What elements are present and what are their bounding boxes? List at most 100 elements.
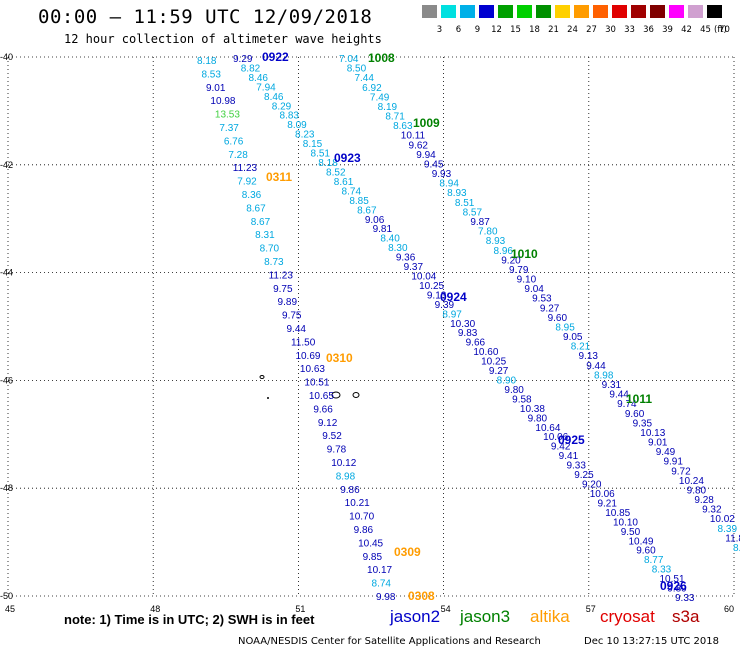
wave-height-label: 9.86 — [340, 485, 360, 496]
longitude-tick-label: 54 — [441, 604, 451, 614]
wave-height-label: 10.12 — [331, 458, 356, 469]
wave-height-label: 9.66 — [313, 404, 333, 415]
wave-height-label: 9.44 — [287, 324, 307, 335]
wave-height-label: 9.60 — [625, 409, 645, 420]
wave-height-label: 9.60 — [636, 546, 656, 557]
island-outline — [259, 375, 265, 379]
wave-height-label: 8.95 — [555, 322, 575, 333]
wave-height-label: 9.79 — [509, 265, 529, 276]
wave-height-label: 8.53 — [201, 69, 221, 80]
legend-item-cryosat: cryosat — [600, 607, 655, 626]
wave-height-label: 10.21 — [345, 498, 370, 509]
scale-swatch — [479, 5, 494, 18]
wave-height-label: 10.60 — [473, 347, 498, 358]
wave-height-label: 11.89 — [725, 533, 740, 544]
wave-height-label: 8.74 — [372, 579, 392, 590]
wave-height-label: 8.39 — [718, 524, 738, 535]
wave-height-label: 10.49 — [628, 536, 653, 547]
scale-swatch — [555, 5, 570, 18]
wave-height-label: 8.36 — [242, 190, 262, 201]
wave-height-label: 9.33 — [675, 593, 695, 604]
wave-height-label: 8.30 — [388, 243, 408, 254]
wave-height-label: 9.31 — [602, 380, 622, 391]
scale-label: 39 — [662, 25, 673, 35]
pass-number-label: 1011 — [626, 392, 652, 406]
wave-height-label: 9.13 — [578, 351, 598, 362]
pass-number-label: 0309 — [394, 545, 421, 559]
wave-height-label: 10.25 — [481, 357, 506, 368]
longitude-tick-label: 48 — [150, 604, 160, 614]
pass-number-label: 0310 — [326, 351, 353, 365]
wave-height-label: 9.39 — [435, 300, 455, 311]
scale-label: 21 — [548, 25, 559, 35]
wave-height-label: 9.44 — [586, 361, 606, 372]
wave-height-label: 9.04 — [524, 284, 544, 295]
wave-height-label: 9.83 — [458, 328, 478, 339]
wave-height-label: 7.44 — [354, 73, 374, 84]
wave-height-label: 9.27 — [540, 303, 560, 314]
wave-height-label: 8.46 — [249, 73, 269, 84]
scale-label: 6 — [455, 25, 462, 35]
wave-height-label: 8.93 — [486, 236, 506, 247]
wave-height-label: 13.53 — [215, 110, 240, 121]
wave-height-label: 8.77 — [644, 555, 664, 566]
wave-height-label: 9.44 — [609, 390, 629, 401]
scale-label: 36 — [643, 25, 654, 35]
legend-item-jason3: jason3 — [460, 607, 511, 626]
scale-swatch — [631, 5, 646, 18]
island-outline — [352, 392, 360, 398]
scale-swatch — [422, 5, 437, 18]
wave-height-label: 8.51 — [455, 198, 475, 209]
wave-height-label: 9.42 — [551, 442, 571, 453]
wave-height-label: 9.94 — [416, 150, 436, 161]
wave-height-label: 10.98 — [210, 96, 235, 107]
scale-label: 33 — [624, 25, 635, 35]
wave-height-label: 9.80 — [528, 413, 548, 424]
scale-swatch — [650, 5, 665, 18]
wave-height-label: 10.64 — [535, 423, 560, 434]
wave-height-label: 8.63 — [393, 121, 413, 132]
pass-number-label: 0925 — [558, 433, 585, 447]
scale-swatch — [460, 5, 475, 18]
longitude-tick-label: 45 — [5, 604, 15, 614]
scale-label: 3 — [436, 25, 443, 35]
wave-height-label: 10.13 — [640, 428, 665, 439]
wave-height-label: 8.23 — [295, 130, 315, 141]
wave-height-label: 9.80 — [687, 485, 707, 496]
wave-height-label: 9.86 — [354, 525, 374, 536]
wave-height-label: 7.37 — [219, 123, 239, 134]
wave-height-label: 8.61 — [334, 177, 354, 188]
legend-item-jason2: jason2 — [390, 607, 441, 626]
wave-height-label: 9.20 — [501, 255, 521, 266]
pass-number-label: 0926 — [660, 579, 687, 593]
wave-height-label: 8.98 — [594, 370, 614, 381]
pass-number-label: 1010 — [511, 247, 538, 261]
wave-height-label: 9.33 — [566, 461, 586, 472]
pass-number-label: 1009 — [413, 116, 440, 130]
wave-height-label: 9.66 — [466, 338, 486, 349]
wave-height-label: 10.85 — [605, 508, 630, 519]
wave-height-label: 9.05 — [563, 332, 583, 343]
wave-height-label: 8.83 — [280, 111, 300, 122]
wave-height-label: 8.40 — [380, 234, 400, 245]
wave-height-label: 8.18 — [318, 158, 338, 169]
wave-height-label: 7.80 — [478, 227, 498, 238]
wave-height-label: 8.33 — [652, 565, 672, 576]
pass-number-label: 0922 — [262, 50, 289, 64]
wave-height-label: 10.51 — [304, 378, 329, 389]
island-outline — [331, 391, 341, 399]
wave-height-label: 10.70 — [349, 512, 374, 523]
wave-height-label: 9.85 — [363, 552, 383, 563]
pass-number-label: 0308 — [408, 589, 435, 603]
generation-timestamp: Dec 10 13:27:15 UTC 2018 — [584, 636, 719, 647]
wave-height-label: 9.37 — [404, 262, 424, 273]
wave-height-label: 11.50 — [291, 337, 316, 348]
wave-height-label: 9.45 — [424, 159, 444, 170]
latitude-tick-label: -42 — [0, 160, 13, 170]
wave-height-label: 9.98 — [376, 592, 396, 603]
wave-height-label: 9.35 — [633, 418, 653, 429]
wave-height-label: 10.11 — [401, 131, 426, 142]
wave-height-label: 8.46 — [264, 92, 284, 103]
wave-height-label: 7.04 — [339, 54, 359, 65]
scale-label: 70 — [719, 25, 730, 35]
